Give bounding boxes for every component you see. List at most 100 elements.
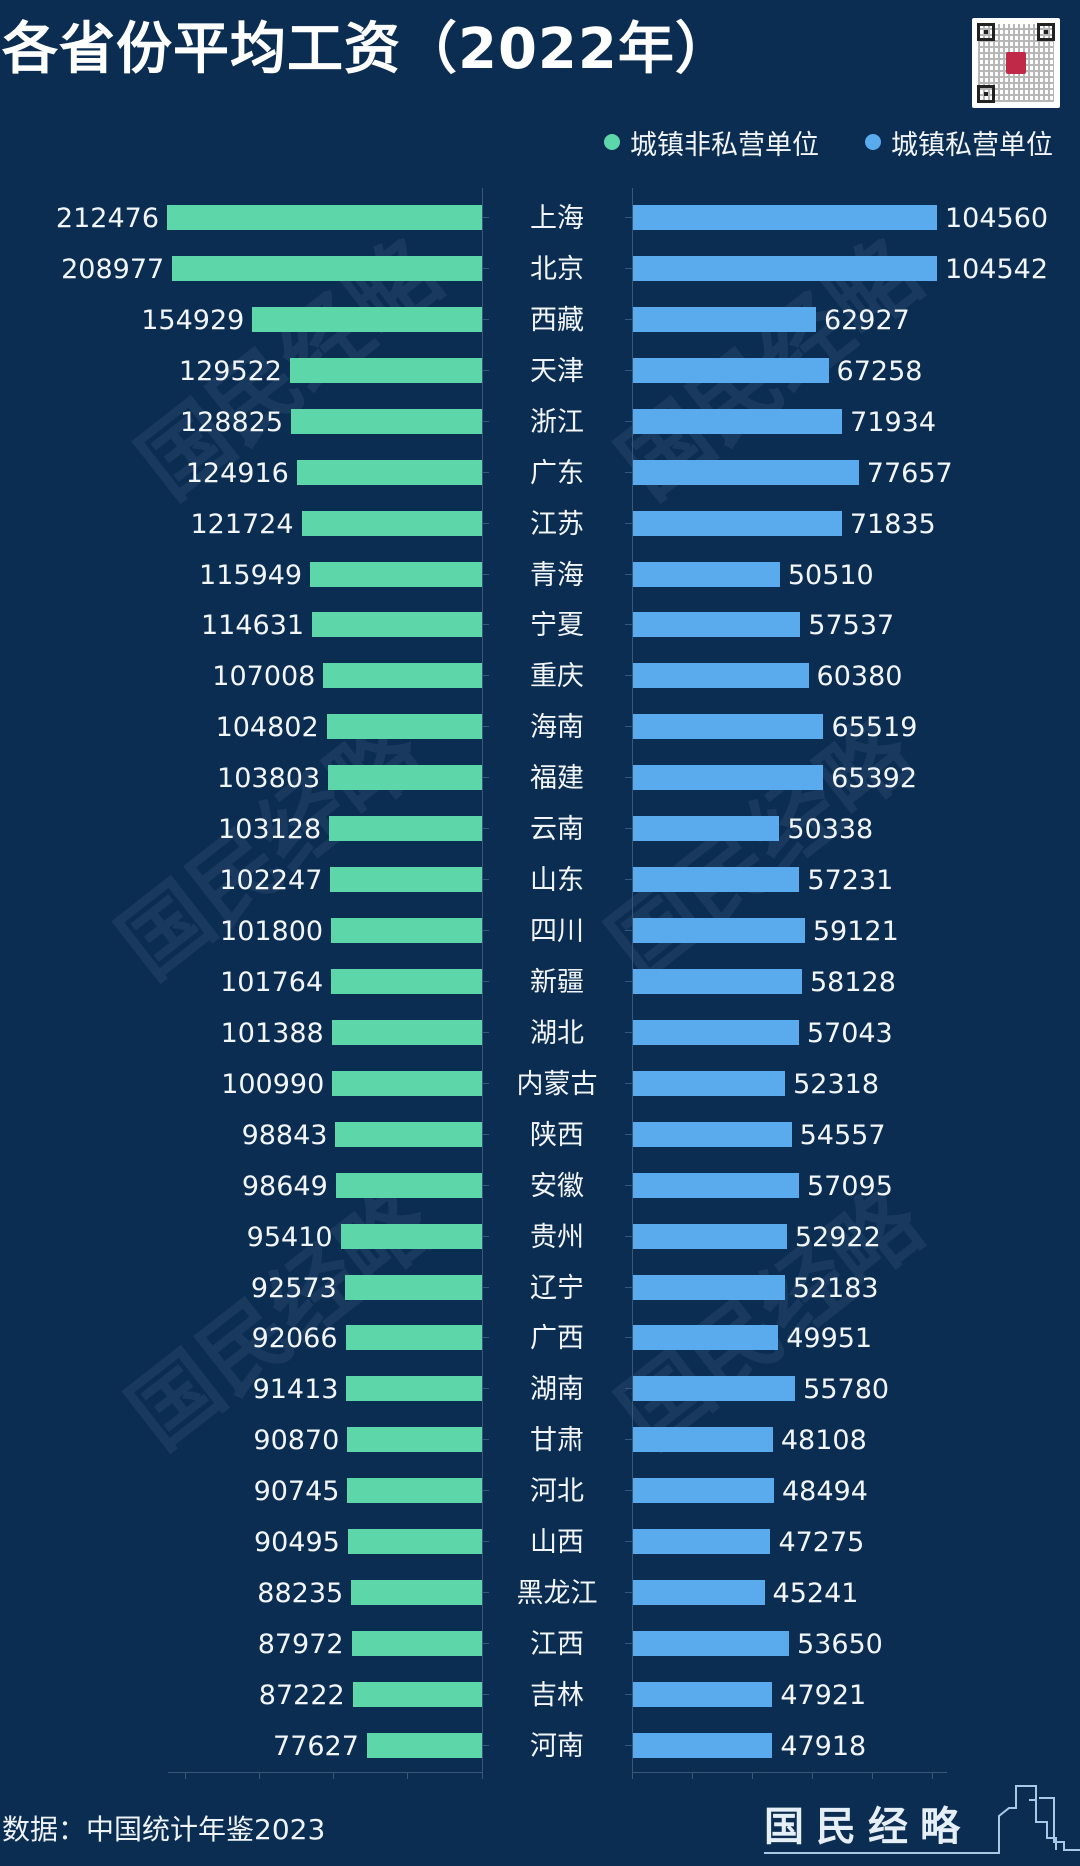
y-tick <box>482 1082 489 1084</box>
bar-non-private-11[interactable] <box>328 765 482 791</box>
bar-non-private-3[interactable] <box>289 357 482 383</box>
bar-private-28[interactable] <box>633 1631 789 1657</box>
bar-private-29[interactable] <box>633 1681 773 1707</box>
bar-private-18[interactable] <box>633 1121 792 1147</box>
bar-non-private-2[interactable] <box>252 306 482 332</box>
bar-private-9[interactable] <box>633 663 809 689</box>
bar-non-private-22[interactable] <box>345 1325 482 1351</box>
value-non-private: 128825 <box>179 406 284 438</box>
bar-private-22[interactable] <box>633 1325 779 1351</box>
bar-non-private-15[interactable] <box>331 968 482 994</box>
bar-private-27[interactable] <box>633 1580 765 1606</box>
page-title: 各省份平均工资（2022年） <box>2 17 732 82</box>
bar-private-14[interactable] <box>633 918 805 944</box>
bar-private-20[interactable] <box>633 1223 787 1249</box>
bar-non-private-12[interactable] <box>329 816 482 842</box>
province-label: 江苏 <box>530 508 584 540</box>
bar-private-10[interactable] <box>633 714 824 740</box>
value-non-private: 88235 <box>257 1578 344 1610</box>
x-tick <box>752 1772 753 1779</box>
province-label: 四川 <box>530 916 584 948</box>
y-tick <box>625 1541 632 1543</box>
bar-non-private-8[interactable] <box>312 612 482 638</box>
bar-non-private-28[interactable] <box>351 1631 482 1657</box>
value-non-private: 212476 <box>55 203 159 234</box>
bar-private-5[interactable] <box>633 459 859 485</box>
bar-private-11[interactable] <box>633 765 824 791</box>
bar-private-2[interactable] <box>633 306 816 332</box>
bar-non-private-26[interactable] <box>347 1529 482 1555</box>
bar-private-16[interactable] <box>633 1019 799 1045</box>
bar-private-15[interactable] <box>633 968 802 994</box>
y-tick <box>625 318 632 320</box>
province-label: 河北 <box>530 1476 584 1508</box>
bar-non-private-18[interactable] <box>335 1121 482 1147</box>
y-tick <box>625 1133 632 1135</box>
bar-non-private-6[interactable] <box>301 510 482 536</box>
bar-non-private-21[interactable] <box>344 1274 482 1300</box>
qr-code-icon <box>972 18 1060 108</box>
bar-private-17[interactable] <box>633 1070 786 1096</box>
bar-non-private-1[interactable] <box>172 255 482 281</box>
bar-private-30[interactable] <box>633 1732 773 1758</box>
y-tick <box>482 1184 489 1186</box>
y-tick <box>625 420 632 422</box>
y-tick <box>482 828 489 830</box>
bar-private-19[interactable] <box>633 1172 799 1198</box>
left-axis-line <box>482 188 483 1778</box>
value-private: 71934 <box>850 406 937 438</box>
bar-non-private-5[interactable] <box>296 459 482 485</box>
y-tick <box>625 930 632 932</box>
province-label: 甘肃 <box>530 1425 584 1457</box>
bar-non-private-24[interactable] <box>347 1427 482 1453</box>
bar-non-private-0[interactable] <box>167 205 482 230</box>
bar-non-private-10[interactable] <box>326 714 482 740</box>
bar-private-3[interactable] <box>633 357 829 383</box>
bar-non-private-19[interactable] <box>335 1172 482 1198</box>
value-non-private: 90495 <box>253 1527 340 1559</box>
value-non-private: 87972 <box>257 1629 344 1661</box>
bar-non-private-14[interactable] <box>331 918 482 944</box>
bar-private-1[interactable] <box>633 255 937 281</box>
bar-non-private-7[interactable] <box>310 561 482 587</box>
bar-private-12[interactable] <box>633 816 780 842</box>
bar-private-21[interactable] <box>633 1274 785 1300</box>
bar-non-private-17[interactable] <box>332 1070 482 1096</box>
bar-non-private-16[interactable] <box>331 1019 482 1045</box>
legend-dot-green-icon <box>604 134 620 150</box>
bar-private-26[interactable] <box>633 1529 771 1555</box>
bar-private-13[interactable] <box>633 867 800 893</box>
bar-non-private-13[interactable] <box>330 867 482 893</box>
bar-non-private-4[interactable] <box>291 408 482 434</box>
bar-non-private-20[interactable] <box>340 1223 482 1249</box>
y-tick <box>482 675 489 677</box>
qr-finder-icon <box>977 85 995 103</box>
legend-label: 城镇私营单位 <box>891 129 1053 161</box>
bar-non-private-23[interactable] <box>346 1376 482 1402</box>
value-non-private: 87222 <box>258 1679 345 1711</box>
bar-private-4[interactable] <box>633 408 843 434</box>
province-label: 吉林 <box>530 1679 584 1711</box>
bar-private-6[interactable] <box>633 510 842 536</box>
y-tick <box>482 1388 489 1390</box>
bar-private-7[interactable] <box>633 561 780 587</box>
province-label: 广东 <box>530 457 584 489</box>
bar-private-24[interactable] <box>633 1427 773 1453</box>
value-non-private: 154929 <box>141 304 245 336</box>
value-private: 54557 <box>799 1119 886 1151</box>
bar-non-private-9[interactable] <box>323 663 482 689</box>
value-private: 48494 <box>781 1476 868 1508</box>
bar-private-23[interactable] <box>633 1376 796 1402</box>
value-private: 65519 <box>831 712 918 744</box>
value-non-private: 91413 <box>252 1374 339 1406</box>
bar-non-private-29[interactable] <box>352 1681 482 1707</box>
y-tick <box>482 1337 489 1339</box>
bar-private-25[interactable] <box>633 1478 774 1504</box>
bar-non-private-27[interactable] <box>351 1580 482 1606</box>
bar-private-8[interactable] <box>633 612 801 638</box>
x-tick <box>333 1772 334 1779</box>
province-label: 湖北 <box>530 1017 584 1049</box>
bar-non-private-25[interactable] <box>347 1478 482 1504</box>
bar-non-private-30[interactable] <box>366 1732 482 1758</box>
bar-private-0[interactable] <box>633 205 937 230</box>
